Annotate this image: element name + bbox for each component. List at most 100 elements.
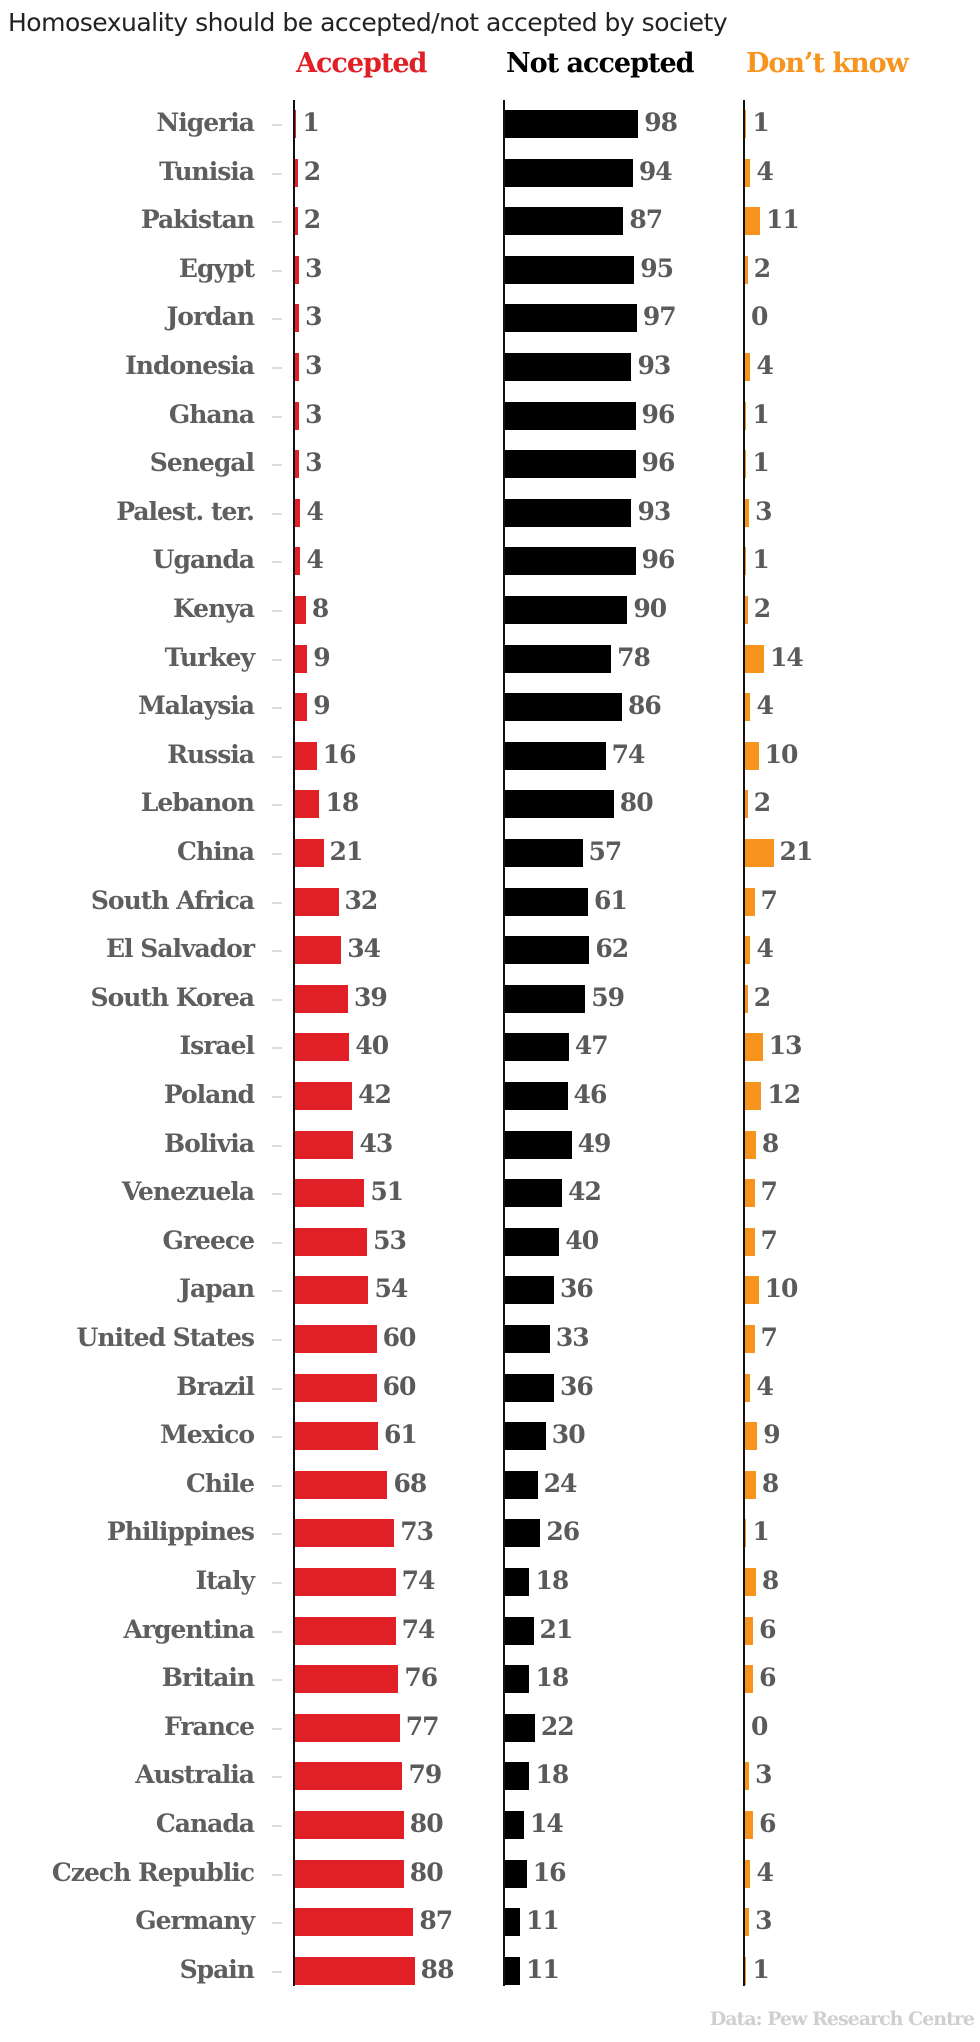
tick-mark xyxy=(272,1727,282,1730)
country-label: Nigeria xyxy=(156,108,255,137)
data-label-accepted: 3 xyxy=(305,351,322,380)
data-label-dont-know: 2 xyxy=(753,594,771,623)
bar-not-accepted xyxy=(505,1082,568,1110)
tick-mark xyxy=(272,1776,282,1779)
tick-mark xyxy=(272,1241,282,1244)
bar-dont-know xyxy=(745,1422,758,1451)
bar-dont-know xyxy=(745,1616,754,1645)
bar-not-accepted xyxy=(505,1276,554,1305)
data-label-accepted: 9 xyxy=(313,691,330,721)
tick-mark xyxy=(272,1825,282,1827)
data-label-accepted: 68 xyxy=(393,1468,427,1498)
data-label-dont-know: 10 xyxy=(764,739,799,769)
data-label-not-accepted: 78 xyxy=(617,642,651,672)
bar-accepted xyxy=(295,644,308,673)
data-label-dont-know: 1 xyxy=(752,448,769,478)
data-label-not-accepted: 90 xyxy=(633,594,667,623)
bar-dont-know xyxy=(745,1519,747,1548)
data-label-not-accepted: 22 xyxy=(540,1711,575,1741)
data-label-dont-know: 6 xyxy=(759,1663,776,1693)
country-label: Germany xyxy=(135,1906,255,1936)
bar-dont-know xyxy=(745,547,747,576)
tick-mark xyxy=(272,512,282,515)
bar-not-accepted xyxy=(505,1325,550,1353)
data-label-accepted: 9 xyxy=(313,642,330,672)
bar-accepted xyxy=(295,1179,365,1208)
country-label: Argentina xyxy=(123,1614,255,1644)
bar-accepted xyxy=(295,741,317,770)
data-label-not-accepted: 57 xyxy=(588,837,623,866)
country-label: South Africa xyxy=(90,885,255,915)
data-label-accepted: 3 xyxy=(305,448,322,478)
tick-mark xyxy=(272,998,282,1001)
data-label-accepted: 88 xyxy=(420,1954,455,1984)
tick-mark xyxy=(272,1387,282,1390)
tick-mark xyxy=(272,367,282,369)
bar-dont-know xyxy=(745,498,750,527)
data-label-accepted: 80 xyxy=(409,1809,444,1838)
data-label-dont-know: 7 xyxy=(760,885,778,915)
data-label-not-accepted: 80 xyxy=(619,788,654,818)
country-label: Kenya xyxy=(173,594,255,623)
tick-mark xyxy=(272,707,282,710)
country-label: Pakistan xyxy=(140,205,255,235)
bar-not-accepted xyxy=(505,255,635,284)
bar-dont-know xyxy=(745,401,747,430)
data-label-accepted: 43 xyxy=(359,1128,393,1158)
bar-not-accepted xyxy=(505,1665,530,1694)
country-label: Senegal xyxy=(149,448,255,478)
tick-mark xyxy=(272,415,282,418)
bar-dont-know xyxy=(745,207,760,236)
bar-not-accepted xyxy=(505,1130,572,1159)
data-label-dont-know: 1 xyxy=(752,545,769,575)
bar-not-accepted xyxy=(505,1422,546,1451)
bar-dont-know xyxy=(745,1227,755,1256)
data-label-dont-know: 11 xyxy=(765,205,800,235)
country-label: France xyxy=(164,1711,255,1741)
data-label-not-accepted: 93 xyxy=(637,351,671,380)
country-label: Tunisia xyxy=(159,156,255,186)
tick-mark xyxy=(272,950,282,953)
tick-mark xyxy=(272,610,282,612)
bar-accepted xyxy=(295,1227,368,1256)
bar-accepted xyxy=(295,207,298,236)
bar-dont-know xyxy=(745,1130,756,1159)
bar-not-accepted xyxy=(505,1519,541,1548)
data-label-accepted: 76 xyxy=(404,1663,438,1693)
data-label-not-accepted: 46 xyxy=(573,1080,608,1109)
data-label-dont-know: 1 xyxy=(752,1517,769,1547)
country-label: Malaysia xyxy=(138,691,255,721)
data-label-accepted: 3 xyxy=(305,302,322,332)
tick-mark xyxy=(272,1096,282,1098)
tick-mark xyxy=(272,1290,282,1293)
bar-not-accepted xyxy=(505,1956,520,1985)
bar-not-accepted xyxy=(505,1568,530,1596)
bar-not-accepted xyxy=(505,887,588,916)
tick-mark xyxy=(272,1339,282,1341)
bar-dont-know xyxy=(745,1859,751,1888)
data-label-not-accepted: 96 xyxy=(641,545,676,575)
bar-dont-know xyxy=(745,741,759,770)
data-label-not-accepted: 94 xyxy=(638,156,673,186)
tick-mark xyxy=(272,1922,282,1925)
bar-accepted xyxy=(295,1713,400,1742)
country-label: Greece xyxy=(162,1225,255,1255)
bar-accepted xyxy=(295,596,306,624)
axis-line-dont-know xyxy=(743,100,745,1986)
data-label-dont-know: 7 xyxy=(760,1225,778,1255)
country-label: Italy xyxy=(195,1566,255,1595)
country-label: Lebanon xyxy=(140,788,255,818)
bar-dont-know xyxy=(745,1470,756,1499)
data-label-accepted: 3 xyxy=(305,399,322,429)
data-label-accepted: 4 xyxy=(306,545,323,575)
data-label-accepted: 34 xyxy=(347,934,381,964)
data-label-dont-know: 2 xyxy=(753,788,771,818)
data-label-dont-know: 14 xyxy=(770,642,804,672)
data-label-dont-know: 4 xyxy=(756,351,773,380)
bar-dont-know xyxy=(745,255,748,284)
bar-not-accepted xyxy=(505,596,628,624)
bar-not-accepted xyxy=(505,547,636,576)
bar-not-accepted xyxy=(505,304,637,333)
bar-accepted xyxy=(295,1665,399,1694)
bar-accepted xyxy=(295,1422,378,1451)
